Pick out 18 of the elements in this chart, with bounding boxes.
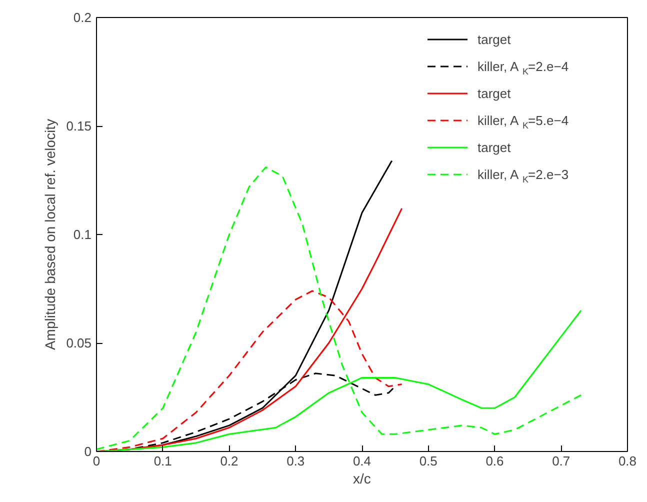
x-tick-label: 0.7 [552, 454, 570, 468]
y-tick-label: 0.1 [73, 227, 92, 242]
legend-label: target [478, 140, 512, 155]
y-tick-label: 0.15 [66, 118, 92, 134]
x-tick-label: 0.5 [419, 454, 438, 468]
y-tick-label: 0.2 [73, 10, 92, 25]
x-axis-title: x/c [353, 470, 371, 486]
y-axis-title: Amplitude based on local ref. velocity [42, 118, 58, 350]
x-tick-label: 0.8 [618, 454, 637, 468]
y-tick-label: 0 [84, 444, 92, 459]
x-tick-label: 0.1 [154, 454, 172, 468]
legend-label: target [478, 86, 512, 101]
y-tick-label: 0.05 [66, 336, 92, 350]
x-tick-label: 0.2 [220, 454, 238, 468]
legend-label: target [478, 32, 512, 47]
x-tick-label: 0.4 [352, 454, 372, 468]
x-tick-label: 0.6 [486, 454, 504, 468]
x-tick-label: 0.3 [286, 454, 305, 468]
